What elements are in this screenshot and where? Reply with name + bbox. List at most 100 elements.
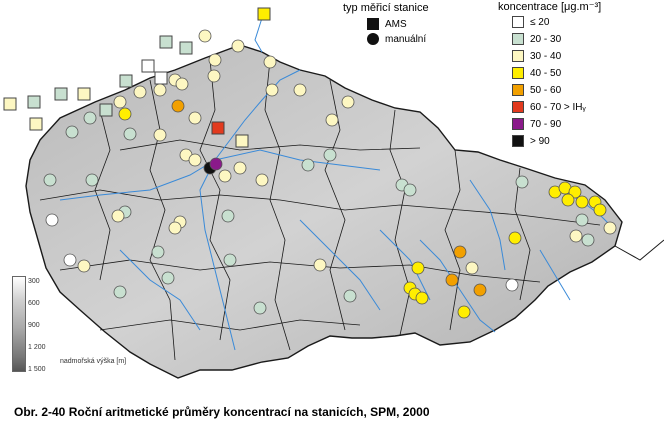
station-manual [265, 83, 279, 97]
concentration-swatch [512, 84, 524, 96]
station-manual [45, 213, 59, 227]
station-manual [175, 77, 189, 91]
station-manual [207, 69, 221, 83]
station-manual [293, 83, 307, 97]
station-manual [43, 173, 57, 187]
concentration-class: 70 - 90 [512, 118, 561, 130]
ams-square-icon [367, 18, 379, 30]
country-outline [25, 44, 623, 379]
elevation-scale-bar [12, 276, 26, 372]
legend-manual-label: manuální [385, 33, 427, 45]
station-ams [154, 71, 168, 85]
station-manual [233, 161, 247, 175]
elevation-tick: 1 500 [28, 366, 46, 373]
station-manual [325, 113, 339, 127]
station-manual [63, 253, 77, 267]
concentration-swatch [512, 101, 524, 113]
manual-stations [43, 29, 617, 319]
concentration-label: 40 - 50 [530, 67, 562, 79]
station-manual [313, 258, 327, 272]
station-manual [223, 253, 237, 267]
station-ams [211, 121, 225, 135]
station-manual [231, 39, 245, 53]
concentration-label: 50 - 60 [530, 84, 562, 96]
river-external-east [614, 239, 664, 261]
station-manual [581, 233, 595, 247]
concentration-class: 30 - 40 [512, 50, 561, 62]
station-manual [593, 203, 607, 217]
concentration-swatch [512, 135, 524, 147]
station-ams [77, 87, 91, 101]
concentration-class: 60 - 70 > IHᵧ [512, 101, 586, 113]
station-manual [221, 209, 235, 223]
station-manual [508, 231, 522, 245]
station-ams [3, 97, 17, 111]
station-manual [457, 305, 471, 319]
station-manual [473, 283, 487, 297]
station-manual [198, 29, 212, 43]
station-manual [445, 273, 459, 287]
station-manual [168, 221, 182, 235]
concentration-class: 40 - 50 [512, 67, 561, 79]
concentration-class: ≤ 20 [512, 16, 549, 28]
station-manual [323, 148, 337, 162]
station-manual [111, 209, 125, 223]
concentration-swatch [512, 33, 524, 45]
concentration-label: 60 - 70 > IHᵧ [530, 101, 586, 113]
station-ams [179, 41, 193, 55]
station-manual [113, 285, 127, 299]
concentration-swatch [512, 50, 524, 62]
station-manual [208, 53, 222, 67]
station-manual [255, 173, 269, 187]
elevation-legend-label: nadmořská výška [m] [60, 358, 127, 365]
station-manual [133, 85, 147, 99]
station-manual [218, 169, 232, 183]
station-manual [415, 291, 429, 305]
concentration-label: > 90 [530, 135, 550, 147]
station-manual [113, 95, 127, 109]
station-manual [77, 259, 91, 273]
river-external [254, 17, 263, 53]
station-manual [569, 229, 583, 243]
figure-caption: Obr. 2-40 Roční aritmetické průměry konc… [14, 405, 430, 419]
station-manual [118, 107, 132, 121]
station-manual [171, 99, 185, 113]
station-manual [253, 301, 267, 315]
station-manual [85, 173, 99, 187]
concentration-legend-title: koncentrace [μg.m⁻³] [498, 1, 602, 13]
station-manual [153, 128, 167, 142]
concentration-label: 70 - 90 [530, 118, 562, 130]
concentration-class: 20 - 30 [512, 33, 561, 45]
station-manual [561, 193, 575, 207]
station-manual [263, 55, 277, 69]
concentration-label: ≤ 20 [530, 16, 550, 28]
station-ams [159, 35, 173, 49]
manual-circle-icon [367, 33, 379, 45]
concentration-class: 50 - 60 [512, 84, 561, 96]
station-manual [151, 245, 165, 259]
station-ams [235, 134, 249, 148]
station-manual [65, 125, 79, 139]
station-manual [161, 271, 175, 285]
concentration-label: 30 - 40 [530, 50, 562, 62]
station-manual [153, 83, 167, 97]
station-manual [575, 195, 589, 209]
elevation-tick: 1 200 [28, 344, 46, 351]
elevation-tick: 600 [28, 300, 40, 307]
station-ams [99, 103, 113, 117]
elevation-tick: 300 [28, 278, 40, 285]
station-ams [141, 59, 155, 73]
station-ams [27, 95, 41, 109]
station-manual [453, 245, 467, 259]
station-manual [343, 289, 357, 303]
station-manual [83, 111, 97, 125]
station-manual [341, 95, 355, 109]
station-manual [188, 111, 202, 125]
rivers [59, 69, 616, 351]
concentration-class: > 90 [512, 135, 550, 147]
station-ams [54, 87, 68, 101]
station-manual [123, 127, 137, 141]
legend-ams-label: AMS [385, 18, 407, 30]
concentration-swatch [512, 67, 524, 79]
